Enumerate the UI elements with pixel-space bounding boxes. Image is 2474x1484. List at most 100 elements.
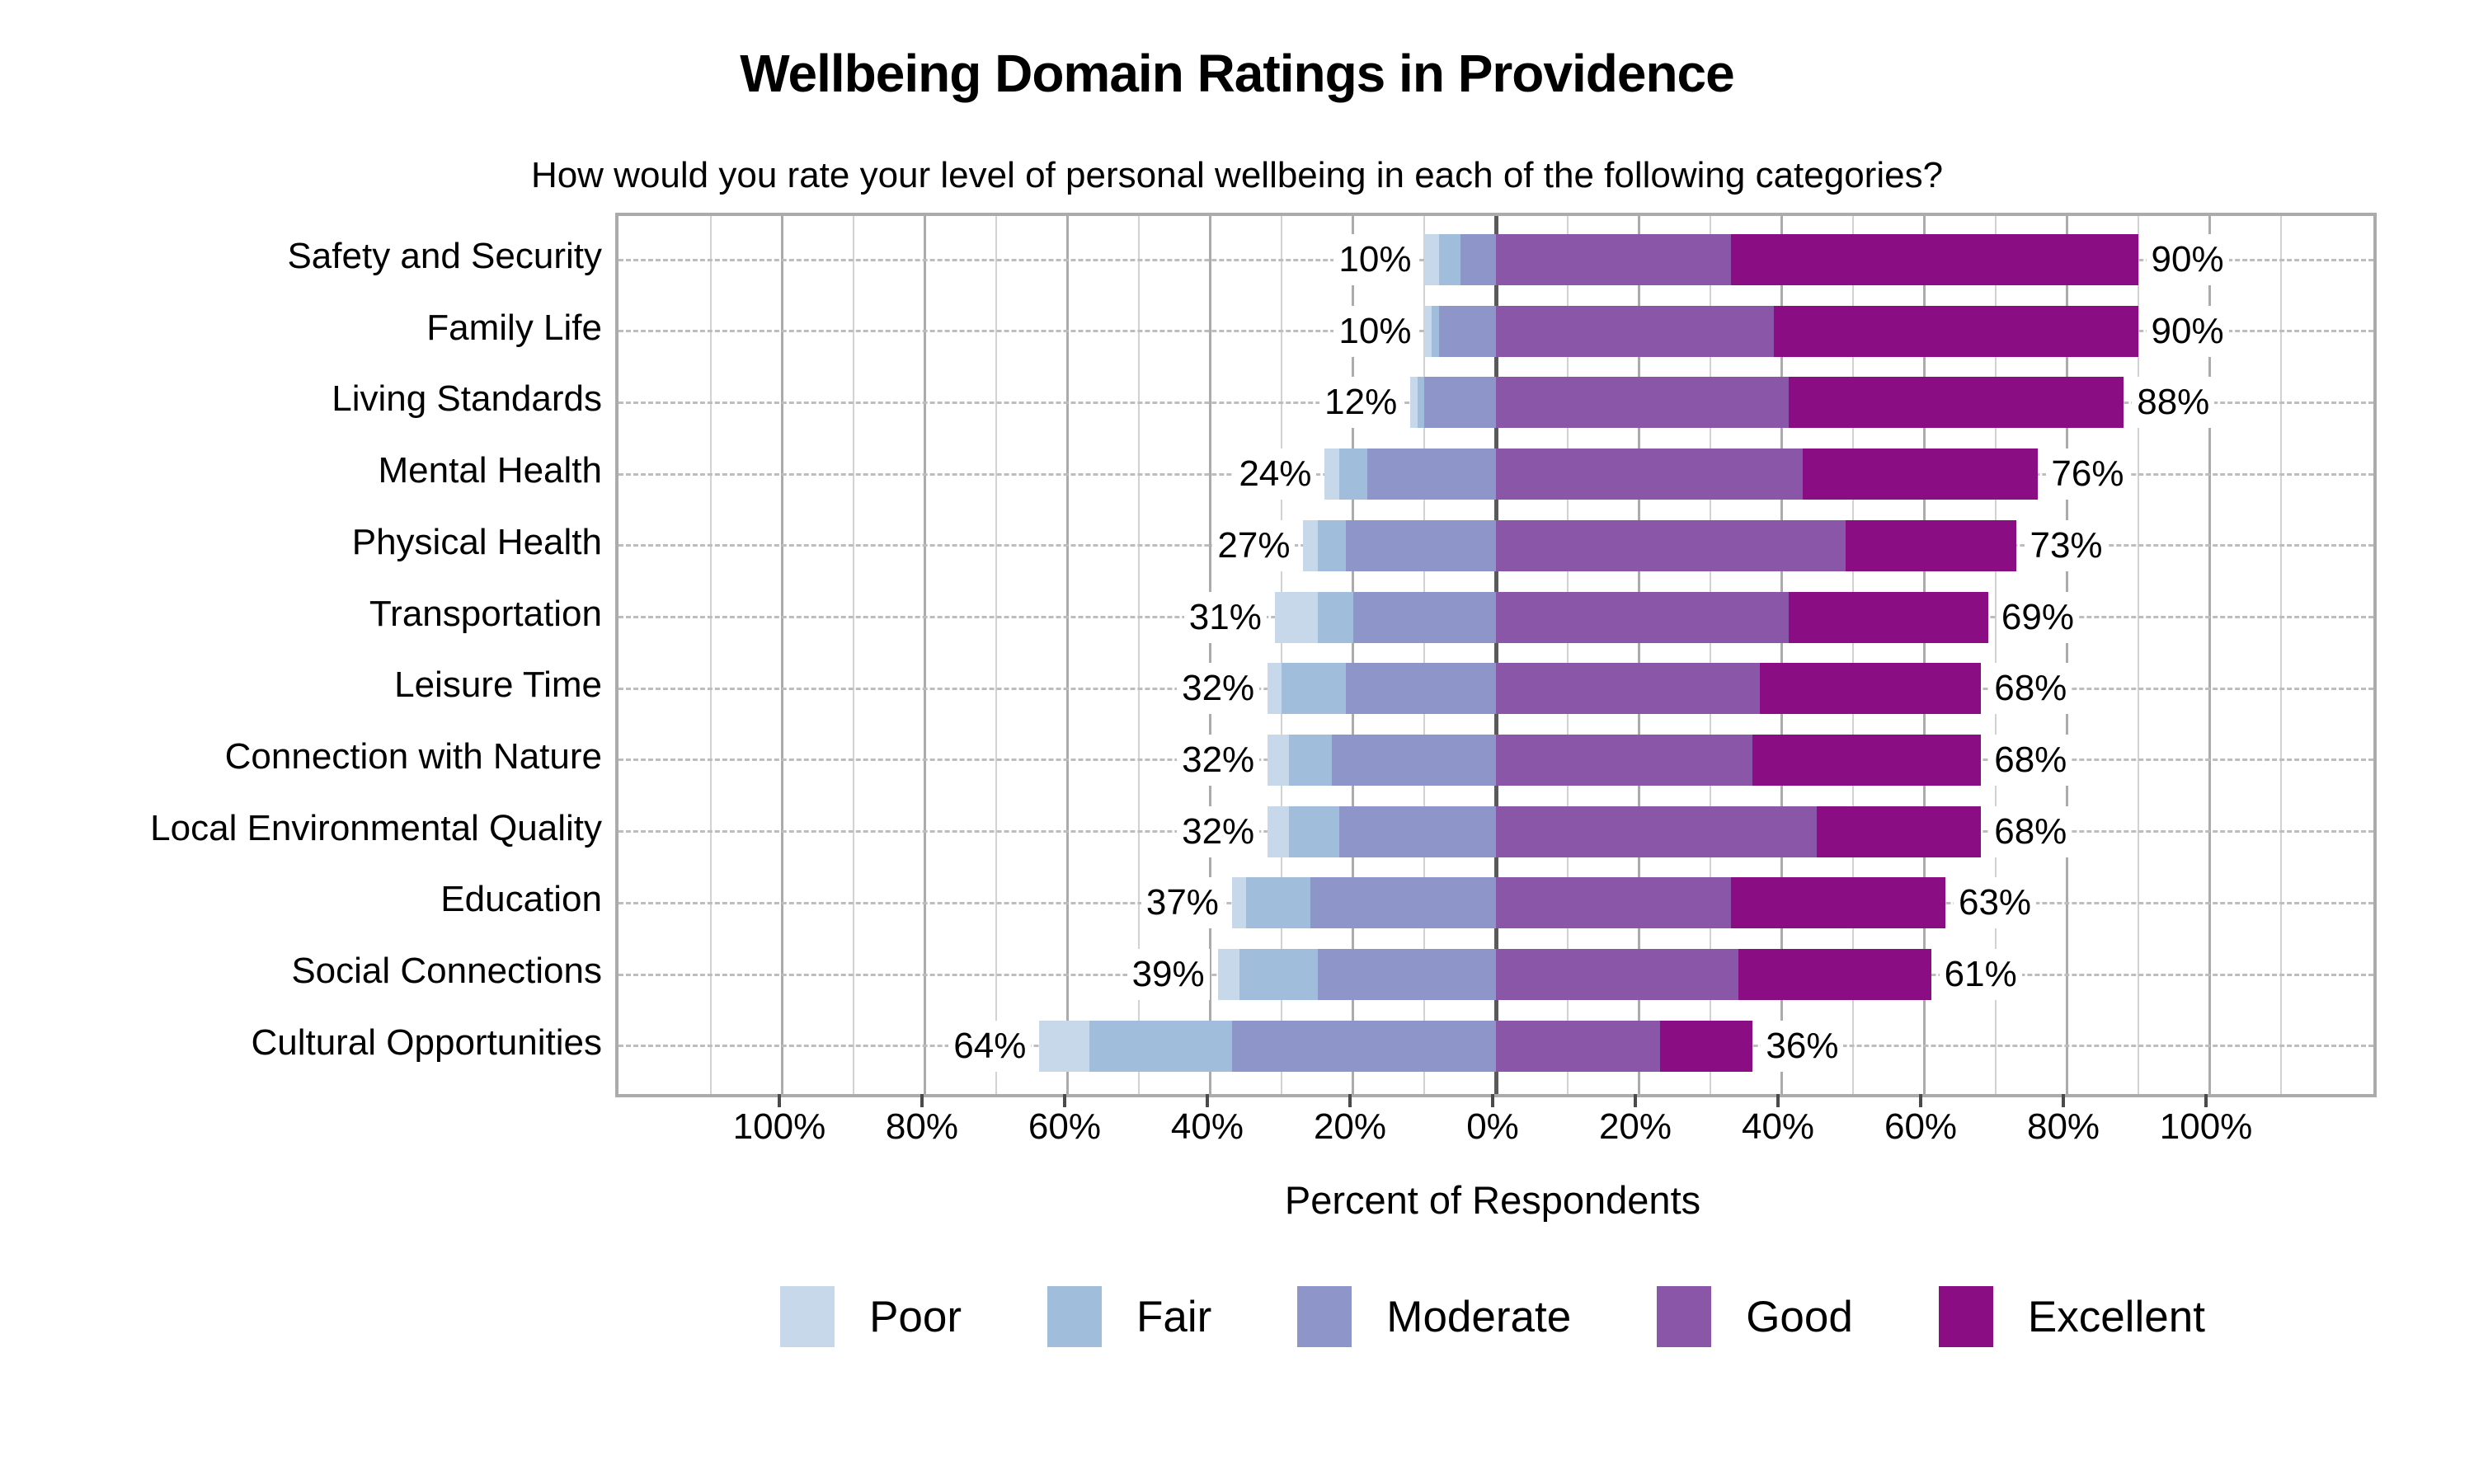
category-label: Connection with Nature — [224, 735, 602, 777]
minor-gridline — [1423, 216, 1426, 1094]
left-total-label: 27% — [1212, 519, 1296, 571]
bar-segment-poor — [1217, 949, 1239, 1000]
bar-segment-excellent — [1738, 949, 1931, 1000]
bar-segment-excellent — [1817, 805, 1982, 857]
bar-segment-good — [1496, 591, 1789, 643]
legend-swatch-excellent — [1938, 1286, 1993, 1347]
axis-tick-label: 60% — [1028, 1106, 1101, 1147]
axis-tick — [2204, 1094, 2208, 1107]
bar-segment-good — [1496, 877, 1732, 929]
axis-tick — [1205, 1094, 1209, 1107]
axis-tick-label: 80% — [885, 1106, 958, 1147]
major-gridline — [781, 216, 784, 1094]
axis-tick-label: 20% — [1313, 1106, 1387, 1147]
bar-segment-excellent — [1731, 234, 2138, 285]
legend-entry: Excellent — [1938, 1286, 2205, 1347]
x-axis-title: Percent of Respondents — [1284, 1178, 1701, 1222]
left-total-label: 32% — [1177, 805, 1260, 857]
chart-subtitle: How would you rate your level of persona… — [530, 155, 1944, 195]
bar-segment-poor — [1274, 591, 1318, 643]
bar-segment-moderate — [1367, 448, 1496, 500]
axis-tick — [1919, 1094, 1923, 1107]
legend-entry: Good — [1657, 1286, 1853, 1347]
legend-entry: Poor — [780, 1286, 962, 1347]
bar-segment-poor — [1303, 519, 1318, 571]
left-total-label: 31% — [1183, 591, 1267, 643]
bar-segment-fair — [1338, 448, 1368, 500]
bar-segment-moderate — [1346, 663, 1496, 715]
category-label: Mental Health — [378, 450, 602, 491]
minor-gridline — [1138, 216, 1141, 1094]
axis-tick — [2062, 1094, 2066, 1107]
legend-swatch-fair — [1047, 1286, 1103, 1347]
bar-segment-good — [1496, 519, 1846, 571]
bar-segment-excellent — [1788, 377, 2124, 429]
minor-gridline — [710, 216, 713, 1094]
bar-segment-fair — [1417, 377, 1425, 429]
axis-tick-label: 100% — [2159, 1106, 2253, 1147]
plot-area: 10% 90% 10% 90% 12% 88% 24% 76% 27% 73% 31% 69% 32% 6… — [615, 213, 2377, 1097]
bar-segment-poor — [1039, 1020, 1089, 1072]
bar-segment-moderate — [1338, 805, 1496, 857]
bar-segment-fair — [1289, 805, 1339, 857]
category-label: Leisure Time — [394, 665, 602, 706]
bar-segment-moderate — [1424, 377, 1496, 429]
category-label: Safety and Security — [287, 236, 602, 276]
bar-segment-good — [1496, 663, 1761, 715]
right-total-label: 88% — [2132, 377, 2215, 429]
bar-segment-poor — [1324, 448, 1339, 500]
legend-label: Good — [1746, 1292, 1853, 1341]
bar-segment-fair — [1317, 519, 1347, 571]
right-total-label: 68% — [1989, 663, 2072, 715]
major-gridline — [1066, 216, 1070, 1094]
bar-segment-poor — [1424, 305, 1432, 357]
bar-segment-good — [1496, 805, 1818, 857]
legend-swatch-moderate — [1297, 1286, 1352, 1347]
legend-label: Excellent — [2027, 1292, 2205, 1341]
bar-segment-poor — [1268, 734, 1290, 786]
bar-segment-poor — [1424, 234, 1439, 285]
bar-segment-fair — [1289, 734, 1333, 786]
bar-segment-moderate — [1438, 305, 1496, 357]
right-total-label: 68% — [1989, 734, 2072, 786]
bar-segment-fair — [1239, 949, 1318, 1000]
axis-tick — [1491, 1094, 1494, 1107]
category-label: Transportation — [369, 593, 602, 634]
legend-swatch-good — [1657, 1286, 1712, 1347]
bar-segment-excellent — [1845, 519, 2017, 571]
minor-gridline — [1566, 216, 1569, 1094]
bar-segment-excellent — [1731, 877, 1945, 929]
major-gridline — [2208, 216, 2211, 1094]
bar-segment-fair — [1317, 591, 1353, 643]
legend-label: Moderate — [1386, 1292, 1572, 1341]
major-gridline — [924, 216, 927, 1094]
minor-gridline — [2279, 216, 2282, 1094]
major-gridline — [1780, 216, 1783, 1094]
right-total-label: 90% — [2146, 234, 2229, 285]
bar-segment-poor — [1231, 877, 1247, 929]
legend-entry: Fair — [1047, 1286, 1211, 1347]
axis-tick-label: 0% — [1466, 1106, 1519, 1147]
left-total-label: 32% — [1177, 663, 1260, 715]
axis-tick-label: 100% — [732, 1106, 826, 1147]
zero-line — [1493, 216, 1498, 1094]
minor-gridline — [1709, 216, 1711, 1094]
axis-tick-label: 40% — [1741, 1106, 1815, 1147]
bar-segment-moderate — [1352, 591, 1496, 643]
right-total-label: 76% — [2046, 448, 2129, 500]
bar-segment-excellent — [1659, 1020, 1753, 1072]
bar-segment-fair — [1246, 877, 1311, 929]
bar-segment-poor — [1268, 663, 1282, 715]
axis-tick — [777, 1094, 781, 1107]
bar-segment-excellent — [1760, 663, 1982, 715]
bar-segment-poor — [1268, 805, 1290, 857]
bar-segment-excellent — [1752, 734, 1982, 786]
left-total-label: 64% — [948, 1020, 1032, 1072]
bar-segment-excellent — [1788, 591, 1988, 643]
minor-gridline — [853, 216, 855, 1094]
bar-segment-moderate — [1231, 1020, 1496, 1072]
minor-gridline — [1851, 216, 1854, 1094]
bar-segment-moderate — [1460, 234, 1496, 285]
bar-segment-good — [1496, 234, 1732, 285]
bar-segment-good — [1496, 949, 1739, 1000]
